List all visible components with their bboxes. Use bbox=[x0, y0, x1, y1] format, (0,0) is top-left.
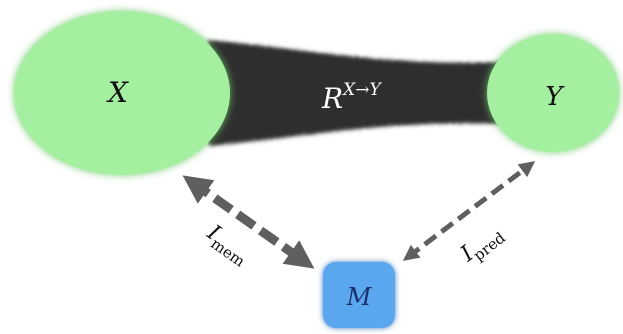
svg-text:Ipred: Ipred bbox=[456, 220, 510, 271]
node-x-label: X bbox=[106, 76, 129, 109]
node-y-ellipse bbox=[487, 34, 619, 152]
edge-mem-label-subscript: mem bbox=[207, 234, 248, 270]
channel-label-superscript: X→Y bbox=[341, 80, 382, 100]
node-y-label: Y bbox=[545, 82, 565, 112]
channel-label-base: R bbox=[321, 82, 343, 115]
node-m-box bbox=[323, 262, 395, 328]
node-y: Y bbox=[487, 34, 619, 152]
edge-pred-label-subscript: pred bbox=[470, 228, 509, 264]
edge-mem-arrow bbox=[182, 175, 315, 269]
edge-pred-label: Ipred bbox=[456, 220, 510, 271]
node-m: M bbox=[323, 262, 395, 328]
channel-label: RX→Y bbox=[321, 80, 382, 115]
node-m-label: M bbox=[346, 283, 373, 311]
edge-pred-arrow bbox=[402, 161, 536, 261]
edge-mem-label: Imem bbox=[199, 220, 254, 271]
node-x-ellipse bbox=[14, 11, 230, 175]
svg-text:Imem: Imem bbox=[199, 220, 254, 271]
node-x: X bbox=[14, 11, 230, 175]
channel-band bbox=[208, 40, 500, 146]
